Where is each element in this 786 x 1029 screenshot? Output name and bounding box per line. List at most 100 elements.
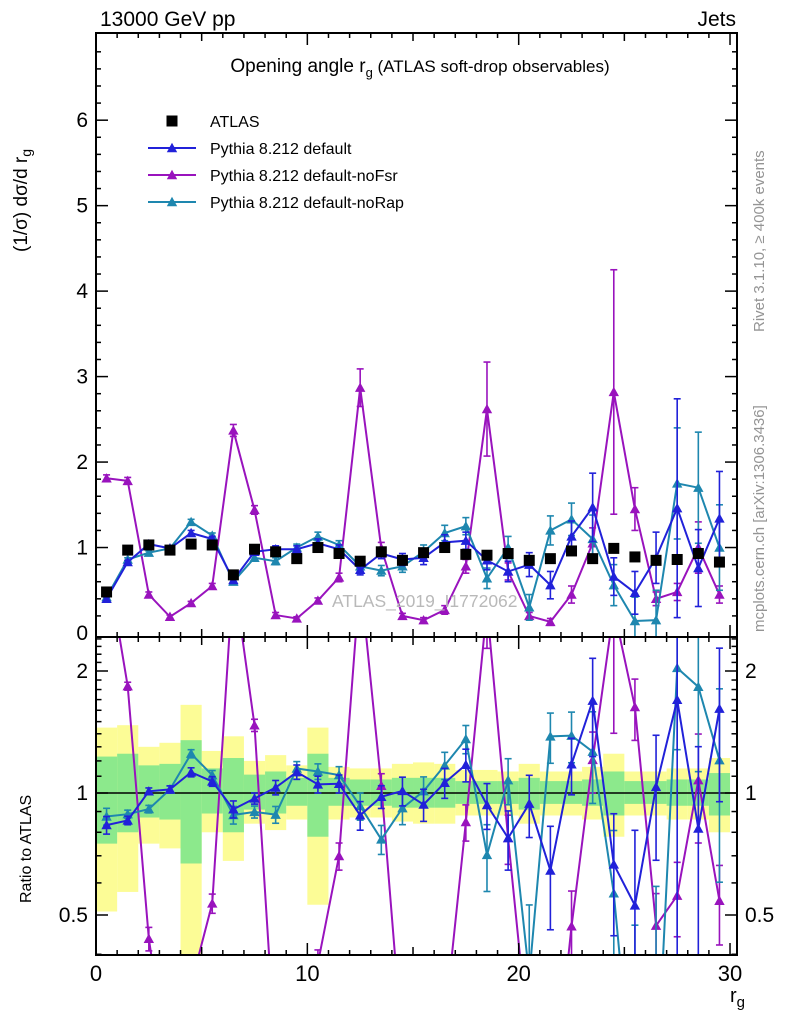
data-point-triangle (608, 859, 619, 869)
data-point-triangle (650, 781, 662, 792)
data-point-triangle (671, 694, 683, 705)
data-point-triangle (502, 832, 514, 843)
legend-label: Pythia 8.212 default-noRap (210, 195, 404, 212)
data-point-triangle (354, 564, 366, 574)
data-point-triangle (101, 593, 112, 604)
data-point-triangle (460, 759, 472, 769)
data-point-triangle (481, 403, 493, 414)
data-point-triangle (671, 503, 683, 513)
data-point-triangle (440, 1018, 450, 1024)
data-point-triangle (397, 802, 408, 813)
x-tick-label: 10 (295, 961, 319, 986)
series-line (106, 699, 721, 909)
data-point-triangle (207, 580, 218, 591)
data-point-triangle (714, 703, 725, 713)
data-point-square (354, 555, 366, 567)
plot-title: Opening angle rg (ATLAS soft-drop observ… (230, 56, 609, 80)
x-tick-label: 30 (718, 961, 742, 986)
data-point-triangle (270, 609, 281, 620)
data-point-square (185, 538, 197, 550)
data-point-triangle (228, 425, 239, 435)
data-point-triangle (545, 865, 556, 875)
data-point-triangle (143, 933, 155, 943)
data-point-square (291, 553, 303, 565)
data-point-square (143, 539, 155, 551)
y-tick-label: 2 (76, 451, 88, 474)
data-point-triangle (101, 473, 112, 483)
data-point-triangle (629, 900, 641, 910)
data-point-triangle (714, 589, 725, 599)
data-point-triangle (249, 806, 260, 817)
data-point-triangle (460, 561, 472, 571)
y-tick-label: 1 (76, 537, 88, 560)
data-point-triangle (439, 777, 450, 787)
data-point-triangle (545, 616, 556, 627)
y-tick-label: 3 (76, 366, 88, 389)
ratio-tick-label-left: 0.5 (59, 904, 88, 927)
data-point-triangle (270, 809, 281, 819)
data-point-triangle (629, 615, 641, 626)
y-axis-title: (1/σ) dσ/d rg (11, 149, 34, 252)
data-point-triangle (143, 589, 155, 599)
main-series-layer (101, 268, 725, 636)
data-point-triangle (587, 502, 598, 512)
data-point-square (692, 548, 704, 560)
data-point-triangle (566, 730, 577, 740)
data-point-triangle (207, 776, 218, 786)
data-point-triangle (418, 614, 429, 625)
main-panel: 1 2 3 4 5 6 0 Opening angle rg (ATLAS soft-dro… (76, 32, 738, 645)
data-point-triangle (270, 782, 281, 792)
legend-marker-triangle (166, 142, 178, 153)
data-point-triangle (650, 614, 662, 625)
data-point-triangle (122, 556, 133, 567)
data-point-triangle (185, 748, 197, 758)
data-point-triangle (312, 595, 324, 605)
x-tick-labels: 0 10 20 30 (90, 961, 742, 986)
ratio-tick-label-right: 0.5 (745, 904, 774, 927)
data-point-square (122, 544, 134, 556)
data-point-triangle (714, 513, 725, 523)
data-point-triangle (397, 785, 408, 796)
data-point-triangle (185, 516, 197, 527)
ratio-tick-label-left: 1 (76, 782, 88, 805)
data-point-square (629, 551, 641, 563)
data-point-triangle (608, 386, 619, 397)
data-point-square (460, 548, 472, 560)
band-bin (97, 756, 118, 844)
data-point-square (566, 545, 578, 557)
data-point-triangle (249, 552, 260, 562)
y-tick-label: 4 (76, 280, 88, 303)
data-point-square (206, 539, 218, 551)
data-point-triangle (186, 979, 196, 988)
ratio-tick-label-left: 2 (76, 660, 88, 683)
data-point-triangle (333, 778, 345, 788)
data-point-triangle (418, 799, 429, 809)
data-point-square (164, 544, 176, 556)
data-point-triangle (693, 681, 704, 692)
data-point-triangle (228, 804, 239, 814)
ratio-y-tick-labels: 0.5 0.5 1 1 2 2 (59, 660, 774, 927)
header-beam-energy: 13000 GeV pp (100, 8, 235, 31)
data-point-triangle (481, 849, 493, 860)
data-point-triangle (164, 611, 176, 621)
data-point-square (375, 546, 387, 558)
data-point-triangle (629, 701, 641, 712)
data-point-square (587, 553, 599, 565)
data-point-triangle (629, 503, 641, 514)
data-point-square (502, 548, 514, 560)
data-point-triangle (397, 610, 408, 621)
data-point-square (333, 548, 345, 560)
data-point-square (523, 554, 535, 566)
data-point-triangle (164, 784, 176, 794)
data-point-triangle (524, 602, 535, 612)
band-bin (286, 777, 308, 806)
data-point-triangle (566, 921, 577, 931)
data-point-triangle (312, 766, 324, 776)
legend-marker-triangle (166, 196, 178, 207)
x-tick-label: 0 (90, 961, 102, 986)
ratio-panel: 0.5 0.5 1 1 2 2 0 10 20 30 (59, 636, 774, 1024)
data-point-square (101, 586, 113, 598)
data-point-triangle (460, 520, 472, 531)
